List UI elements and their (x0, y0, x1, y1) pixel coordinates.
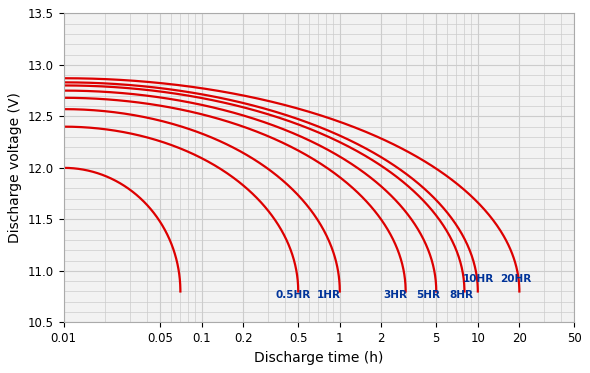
Text: 10HR: 10HR (463, 274, 494, 284)
Text: 8HR: 8HR (449, 290, 473, 300)
Text: 20HR: 20HR (500, 274, 532, 284)
Text: 0.5HR: 0.5HR (275, 290, 310, 300)
Text: 5HR: 5HR (416, 290, 440, 300)
Text: 3HR: 3HR (383, 290, 407, 300)
Y-axis label: Discharge voltage (V): Discharge voltage (V) (8, 93, 22, 243)
Text: 1HR: 1HR (317, 290, 340, 300)
X-axis label: Discharge time (h): Discharge time (h) (254, 351, 384, 365)
